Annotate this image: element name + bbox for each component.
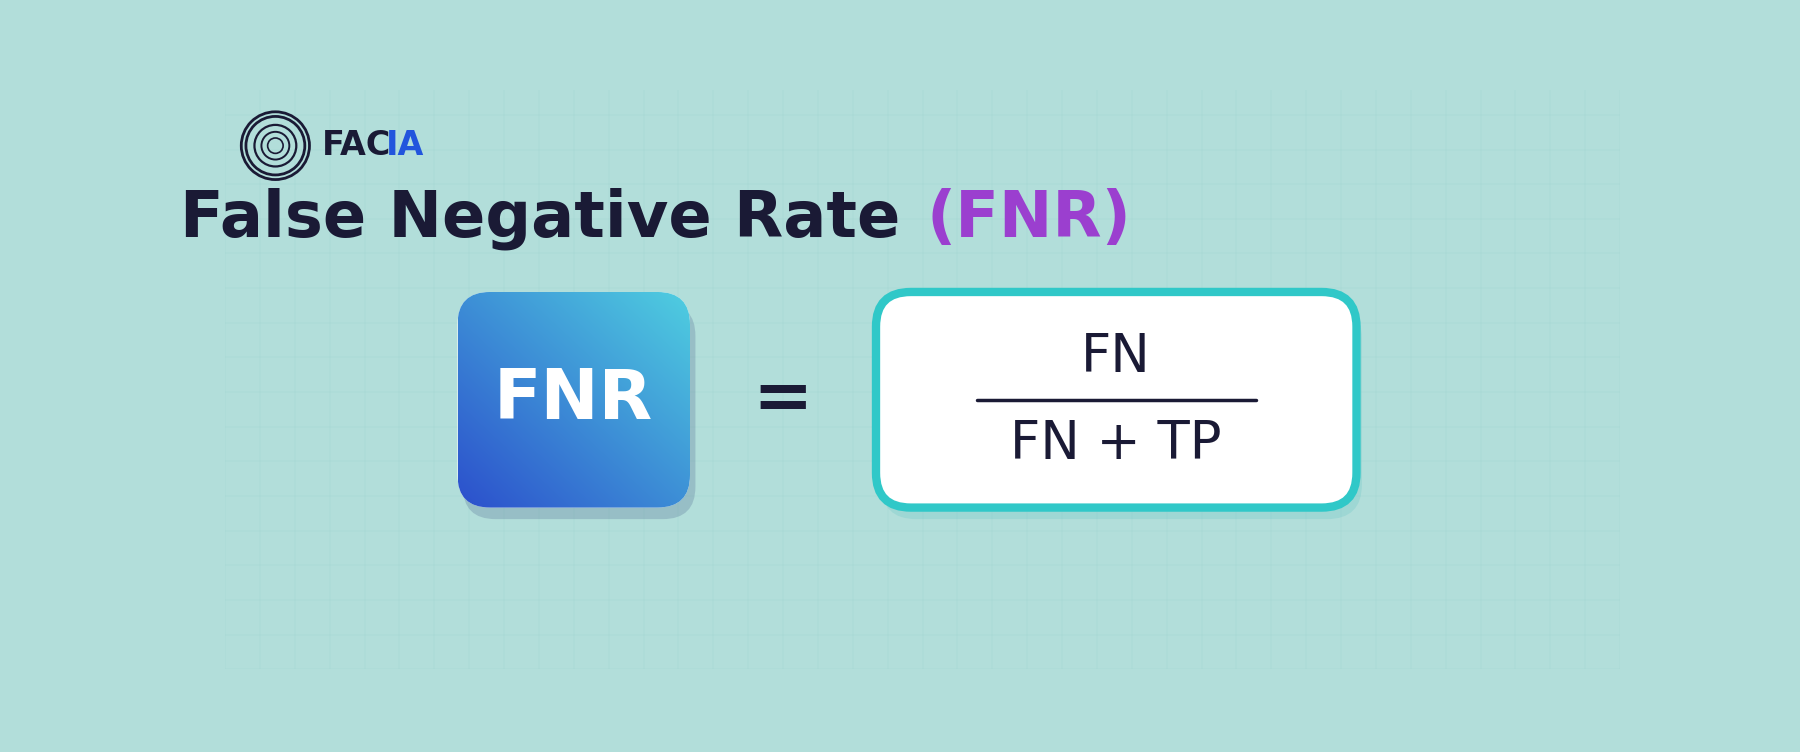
FancyBboxPatch shape bbox=[877, 292, 1357, 508]
Text: FN + TP: FN + TP bbox=[1010, 418, 1222, 471]
Text: FNR: FNR bbox=[495, 366, 653, 433]
Text: FN: FN bbox=[1082, 332, 1152, 384]
FancyBboxPatch shape bbox=[457, 292, 689, 508]
Text: FAC: FAC bbox=[322, 129, 391, 162]
Text: =: = bbox=[752, 365, 814, 435]
Text: False Negative Rate: False Negative Rate bbox=[180, 187, 922, 250]
FancyBboxPatch shape bbox=[882, 304, 1363, 519]
FancyBboxPatch shape bbox=[463, 304, 695, 519]
Text: IA: IA bbox=[385, 129, 423, 162]
Text: (FNR): (FNR) bbox=[927, 188, 1130, 250]
